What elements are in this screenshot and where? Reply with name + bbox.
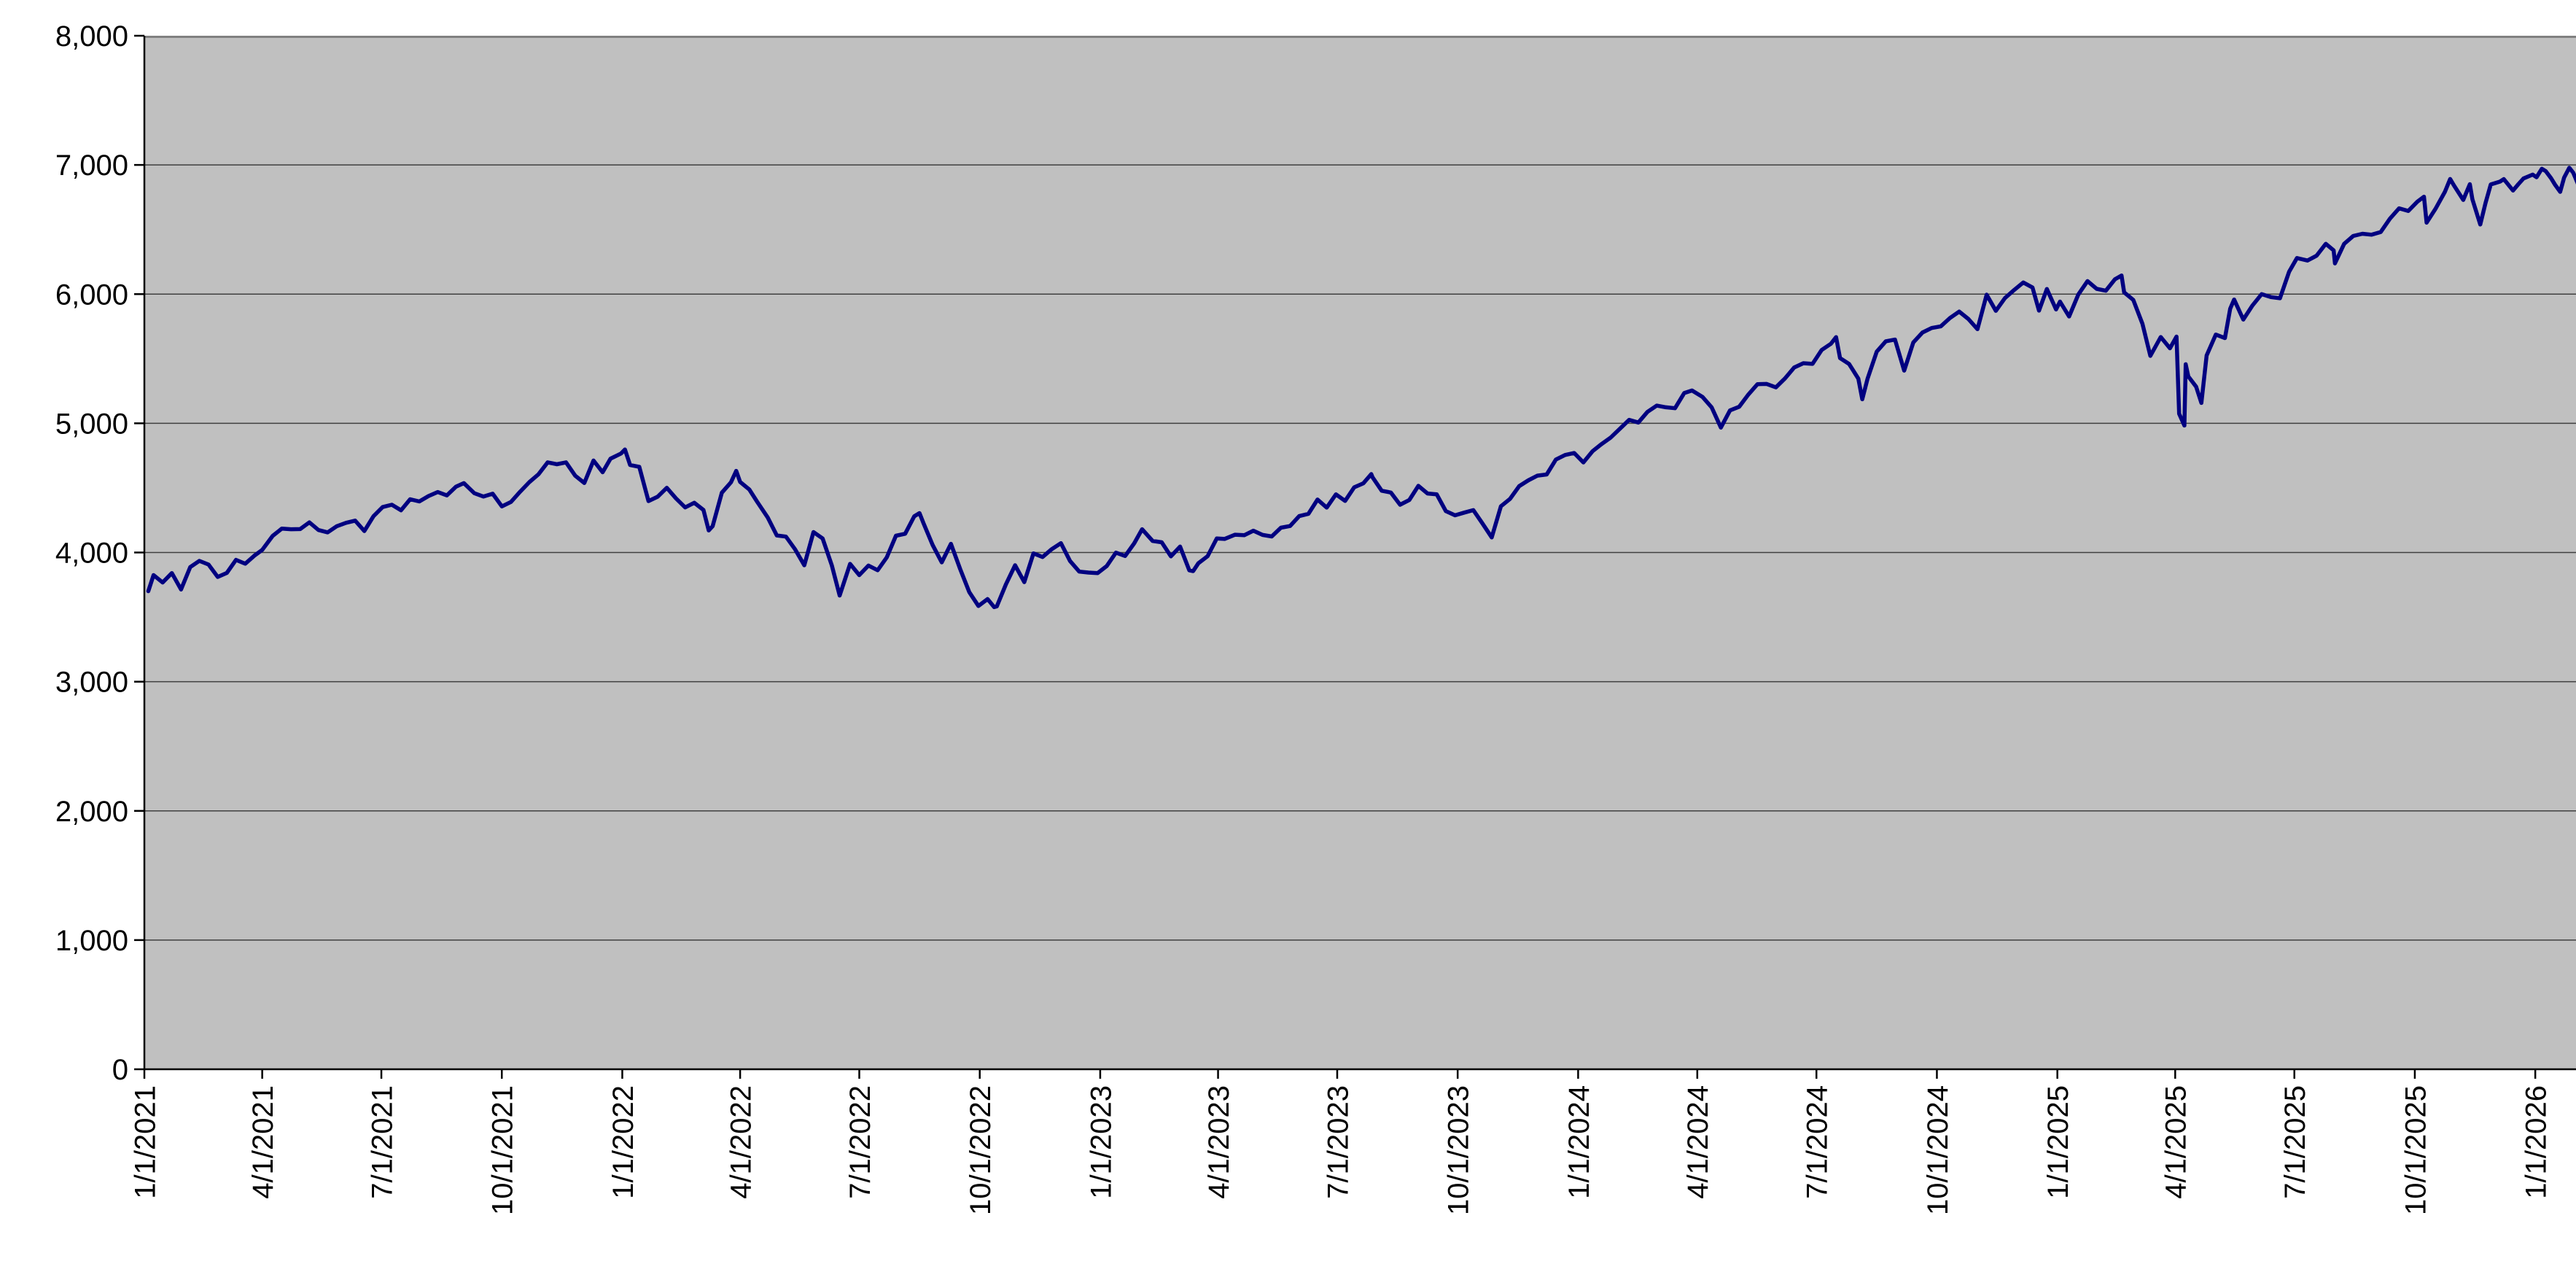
y-axis-tick-label: 4,000 — [55, 538, 128, 570]
y-axis-tick-label: 0 — [112, 1054, 128, 1086]
x-axis-tick-label: 10/1/2022 — [965, 1085, 997, 1215]
x-axis-tick-label: 7/1/2023 — [1322, 1085, 1354, 1199]
x-axis-tick-label: 4/1/2023 — [1203, 1085, 1235, 1199]
x-axis-tick-label: 4/1/2022 — [725, 1085, 757, 1199]
x-axis-tick-label: 4/1/2024 — [1682, 1085, 1714, 1199]
x-axis-tick-label: 7/1/2022 — [844, 1085, 876, 1199]
plot-border — [144, 36, 2576, 38]
x-axis-tick-label: 7/1/2021 — [366, 1085, 398, 1199]
x-axis-tick-label: 7/1/2025 — [2279, 1085, 2311, 1199]
x-axis-tick-label: 1/1/2026 — [2521, 1085, 2553, 1199]
x-axis-tick-label: 1/1/2025 — [2042, 1085, 2074, 1199]
price-line — [146, 166, 2576, 610]
y-axis-tick-label: 2,000 — [55, 796, 128, 828]
line-chart: 0 1,000 2,000 3,000 4,000 5,000 6,000 7,000 8,00… — [29, 12, 2576, 1264]
y-axis-tick-label: 6,000 — [55, 279, 128, 311]
x-axis-tick-label: 10/1/2024 — [1922, 1085, 1954, 1215]
y-axis-tick-label: 8,000 — [55, 20, 128, 53]
x-axis-tick-label: 1/1/2024 — [1563, 1085, 1595, 1199]
x-axis-tick-label: 10/1/2023 — [1443, 1085, 1475, 1215]
chart-canvas: 0 1,000 2,000 3,000 4,000 5,000 6,000 7,000 8,00… — [55, 20, 2576, 1215]
x-axis-tick-label: 1/1/2022 — [607, 1085, 639, 1199]
y-axis-tick-label: 7,000 — [55, 150, 128, 182]
y-axis-tick-label: 5,000 — [55, 408, 128, 440]
x-axis-tick-label: 1/1/2023 — [1085, 1085, 1117, 1199]
x-axis-tick-label: 4/1/2025 — [2160, 1085, 2192, 1199]
y-axis-tick-label: 3,000 — [55, 667, 128, 699]
x-axis-tick-label: 4/1/2021 — [247, 1085, 279, 1199]
x-axis-tick-label: 10/1/2025 — [2400, 1085, 2432, 1215]
x-axis-tick-label: 7/1/2024 — [1802, 1085, 1834, 1199]
y-axis-tick-label: 1,000 — [55, 925, 128, 957]
x-axis-tick-label: 1/1/2021 — [129, 1085, 161, 1199]
x-axis-tick-label: 10/1/2021 — [487, 1085, 519, 1215]
